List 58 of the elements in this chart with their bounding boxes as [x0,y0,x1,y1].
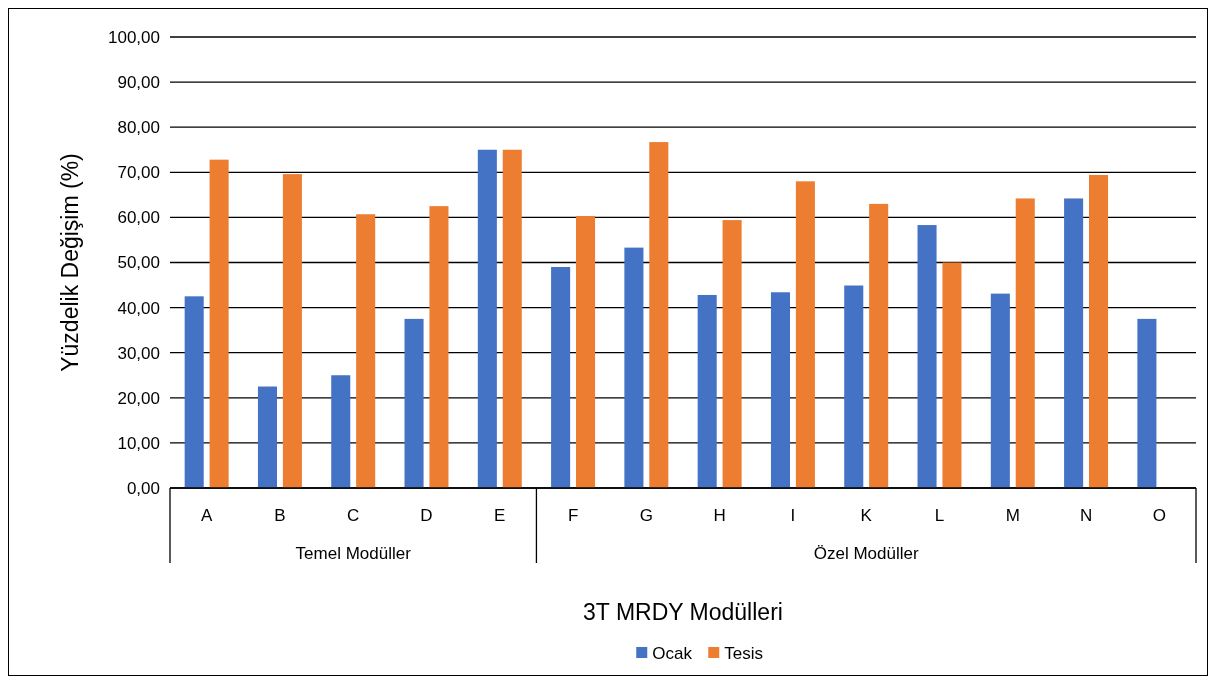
bar [356,214,376,488]
x-tick-label: O [1152,506,1166,525]
bar [331,375,351,488]
bar [1089,175,1109,488]
y-tick-label: 60,00 [117,208,160,228]
bar [429,206,449,488]
bar [624,247,644,488]
bar [184,296,204,488]
bar [257,386,277,488]
y-axis-title: Yüzdelik Değişim (%) [57,153,83,372]
x-tick-label: L [934,506,945,525]
bar [1015,198,1035,488]
bar [1137,318,1157,488]
y-tick-label: 40,00 [117,298,160,318]
x-tick-label: N [1079,506,1093,525]
x-tick-label: C [347,506,360,525]
y-tick-label: 80,00 [117,118,160,138]
bar [1064,198,1084,488]
legend-label: Ocak [652,643,693,663]
bar [697,294,717,488]
bar [477,149,497,488]
x-tick-label: B [274,506,286,525]
bar [551,267,571,488]
bar [404,318,424,488]
y-tick-label: 90,00 [117,73,160,93]
bar [770,292,790,488]
x-tick-label: G [639,506,653,525]
x-tick-label: H [713,506,726,525]
bar [869,203,889,488]
bar [576,216,596,488]
x-tick-label: F [567,506,579,525]
bar [844,285,864,488]
x-tick-label: I [790,506,796,525]
x-tick-label: D [420,506,433,525]
y-tick-label: 100,00 [108,27,160,47]
x-axis-title: 3T MRDY Modülleri [583,599,783,625]
legend-label: Tesis [724,643,763,663]
x-tick-label: K [860,506,873,525]
y-tick-label: 70,00 [117,163,160,183]
y-tick-label: 10,00 [117,433,160,453]
bar [795,181,815,488]
text: Temel Modüller [295,544,412,563]
text: Özel Modüller [813,544,919,563]
bar [502,149,522,488]
bar [942,262,962,488]
bar [649,142,669,488]
y-tick-label: 0,00 [126,478,160,498]
bar [282,174,302,488]
bar [722,220,742,488]
x-tick-label: E [494,506,506,525]
bar [209,159,229,488]
bar [990,293,1010,488]
x-tick-label: M [1005,506,1020,525]
bar [917,225,937,488]
x-tick-label: A [200,506,213,525]
y-tick-label: 30,00 [117,343,160,363]
y-tick-label: 20,00 [117,388,160,408]
y-tick-label: 50,00 [117,253,160,273]
